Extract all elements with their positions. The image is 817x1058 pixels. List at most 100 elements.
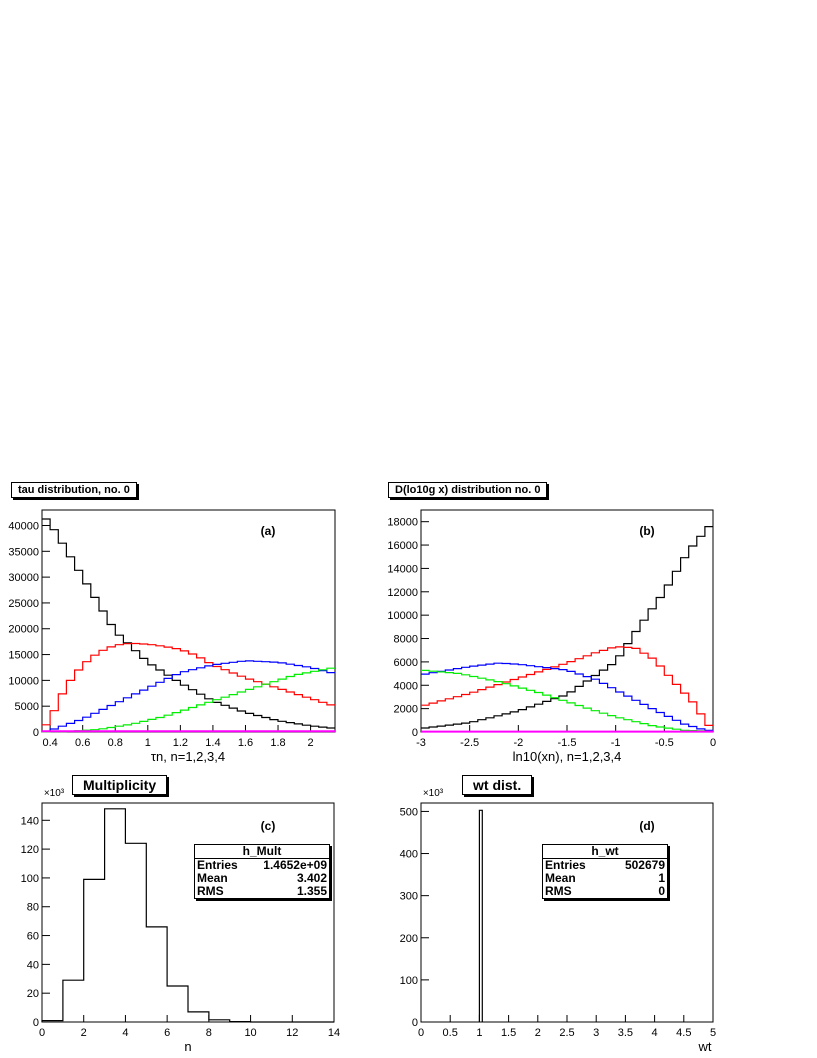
y-tick-label: 14000 (387, 563, 418, 575)
x-tick-label: 0 (710, 737, 716, 749)
stats-key: RMS (545, 884, 572, 898)
x-tick-label: 1.8 (270, 737, 285, 749)
y-tick-label: 140 (21, 815, 39, 827)
x-tick-label: 8 (206, 1027, 212, 1039)
stats-key: Entries (197, 858, 238, 872)
stats-value: 3.402 (296, 871, 327, 885)
y-tick-label: 100 (21, 873, 39, 885)
y-tick-label: 15000 (8, 650, 39, 662)
histogram-bar (125, 843, 146, 1022)
y-tick-label: 10000 (8, 675, 39, 687)
stats-key: Mean (545, 871, 576, 885)
histogram-bar (146, 927, 167, 1022)
x-tick-label: -1.5 (558, 737, 577, 749)
stats-row: Entries 502679 (543, 859, 667, 872)
y-tick-label: 30000 (8, 572, 39, 584)
series-line-2 (42, 660, 335, 732)
stats-row: Mean 3.402 (195, 872, 329, 885)
x-tick-label: 0 (39, 1027, 45, 1039)
histogram-bar (188, 1012, 209, 1022)
y-tick-label: 5000 (15, 701, 39, 713)
x-axis-label: τn, n=1,2,3,4 (151, 749, 225, 764)
stats-key: Entries (545, 858, 586, 872)
y-tick-label: 400 (400, 849, 418, 861)
x-tick-label: -2.5 (460, 737, 479, 749)
series-line-1 (421, 646, 713, 726)
histogram-bar (105, 809, 126, 1022)
stats-box-c: h_Mult Entries 1.4652e+09 Mean 3.402 RMS 1.… (194, 844, 330, 899)
y-tick-label: 60 (27, 931, 39, 943)
y-tick-label: 20 (27, 988, 39, 1000)
stats-value: 1 (658, 871, 665, 885)
plot-frame (41, 802, 335, 1023)
histogram-bar (167, 986, 188, 1022)
x-tick-label: -0.5 (655, 737, 674, 749)
x-tick-label: 10 (244, 1027, 256, 1039)
x-tick-label: -1 (611, 737, 621, 749)
x-tick-label: -3 (416, 737, 426, 749)
y-tick-label: 120 (21, 844, 39, 856)
y-tick-label: 8000 (394, 634, 418, 646)
panel-b-title: D(lo10g x) distribution no. 0 (388, 482, 548, 498)
stats-row: Mean 1 (543, 872, 667, 885)
panel-d-title: wt dist. (462, 775, 533, 795)
stats-key: RMS (197, 884, 224, 898)
stats-row: Entries 1.4652e+09 (195, 859, 329, 872)
y-tick-label: 0 (33, 727, 39, 739)
x-tick-label: 4 (122, 1027, 128, 1039)
x-tick-label: 0.4 (42, 737, 57, 749)
x-tick-label: 2 (535, 1027, 541, 1039)
x-tick-label: 6 (164, 1027, 170, 1039)
stats-box-d: h_wt Entries 502679 Mean 1 RMS 0 (542, 844, 668, 899)
y-tick-label: 2000 (394, 704, 418, 716)
x-tick-label: 1 (145, 737, 151, 749)
y-tick-label: 10000 (387, 610, 418, 622)
x-tick-label: 2 (308, 737, 314, 749)
stats-row: RMS 1.355 (195, 885, 329, 898)
y-tick-label: 100 (400, 975, 418, 987)
y-tick-label: 80 (27, 902, 39, 914)
y-tick-label: 200 (400, 933, 418, 945)
histogram-bar (63, 980, 84, 1022)
plot-frame (41, 509, 336, 733)
y-tick-label: 12000 (387, 587, 418, 599)
x-axis-label: ln10(xn), n=1,2,3,4 (513, 749, 622, 764)
y-tick-label: 500 (400, 806, 418, 818)
x-tick-label: 3.5 (618, 1027, 633, 1039)
series-line-0 (421, 526, 713, 729)
histogram-outline (478, 809, 483, 1022)
x-tick-label: 2.5 (559, 1027, 574, 1039)
y-tick-label: 20000 (8, 624, 39, 636)
panel-label: (d) (639, 819, 654, 833)
plot-frame (420, 509, 714, 733)
x-tick-label: 5 (710, 1027, 716, 1039)
y-tick-label: 0 (33, 1017, 39, 1029)
series-line-0 (42, 518, 335, 729)
x-axis-label: wt (698, 1039, 712, 1054)
stats-value: 1.4652e+09 (263, 858, 327, 872)
x-tick-label: 0.6 (75, 737, 90, 749)
x-tick-label: 1.6 (238, 737, 253, 749)
panel-c-title: Multiplicity (72, 775, 168, 795)
y-tick-label: 40 (27, 959, 39, 971)
panel-label: (c) (261, 819, 276, 833)
stats-box-d-name: h_wt (543, 845, 667, 859)
y-tick-label: 300 (400, 891, 418, 903)
x-tick-label: 0.5 (443, 1027, 458, 1039)
y-tick-label: 25000 (8, 598, 39, 610)
histogram-bar (84, 879, 105, 1022)
y-tick-label: 0 (412, 1017, 418, 1029)
panel-label: (b) (639, 524, 654, 538)
stats-value: 1.355 (296, 884, 327, 898)
plot-b (420, 509, 714, 733)
x-tick-label: 4.5 (676, 1027, 691, 1039)
plot-d (420, 802, 714, 1023)
x-tick-label: 1.2 (173, 737, 188, 749)
y-tick-label: 35000 (8, 546, 39, 558)
series-line-1 (42, 642, 335, 726)
panel-label: (a) (261, 524, 276, 538)
x-tick-label: 1.4 (205, 737, 220, 749)
stats-value: 502679 (624, 858, 665, 872)
stats-key: Mean (197, 871, 228, 885)
